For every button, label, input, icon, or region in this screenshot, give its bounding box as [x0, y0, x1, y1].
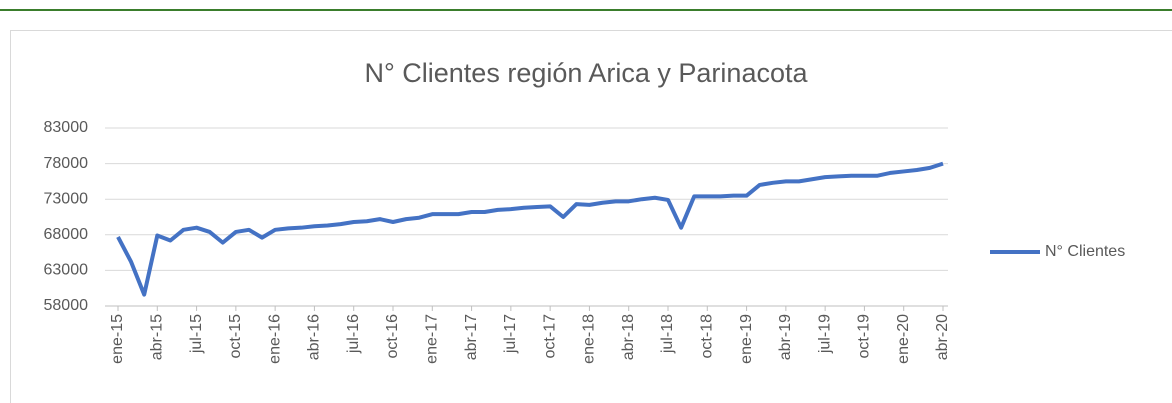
x-tick-label: ene-16 — [266, 314, 283, 364]
x-tick-label: abr-20 — [934, 314, 951, 360]
y-tick-label: 73000 — [44, 190, 89, 207]
x-tick-label: oct-16 — [384, 314, 401, 359]
x-tick-label: abr-16 — [306, 314, 323, 360]
top-rule — [0, 9, 1172, 11]
chart-title: N° Clientes región Arica y Parinacota — [364, 58, 808, 88]
x-tick-label: abr-19 — [777, 314, 794, 360]
y-tick-label: 68000 — [44, 226, 89, 243]
x-tick-label: abr-17 — [463, 314, 480, 360]
chart-frame — [10, 30, 1172, 403]
x-tick-label: abr-15 — [149, 314, 166, 360]
y-tick-label: 58000 — [44, 297, 89, 314]
x-tick-label: ene-20 — [895, 314, 912, 364]
x-tick-label: ene-15 — [109, 314, 126, 364]
x-tick-label: ene-18 — [581, 314, 598, 364]
x-tick-label: jul-17 — [502, 314, 519, 354]
x-tick-label: ene-17 — [424, 314, 441, 364]
x-tick-label: jul-19 — [816, 314, 833, 354]
x-tick-label: jul-16 — [345, 314, 362, 354]
y-tick-label: 83000 — [44, 119, 89, 136]
x-tick-label: jul-18 — [659, 314, 676, 354]
x-tick-label: jul-15 — [188, 314, 205, 354]
x-tick-label: abr-18 — [620, 314, 637, 360]
x-tick-label: oct-17 — [541, 314, 558, 359]
x-tick-label: oct-15 — [227, 314, 244, 359]
y-tick-label: 63000 — [44, 262, 89, 279]
x-tick-label: oct-19 — [856, 314, 873, 359]
legend-label: N° Clientes — [1045, 243, 1125, 260]
x-tick-label: oct-18 — [699, 314, 716, 359]
x-tick-label: ene-19 — [738, 314, 755, 364]
y-tick-label: 78000 — [44, 155, 89, 172]
data-line — [116, 161, 944, 297]
